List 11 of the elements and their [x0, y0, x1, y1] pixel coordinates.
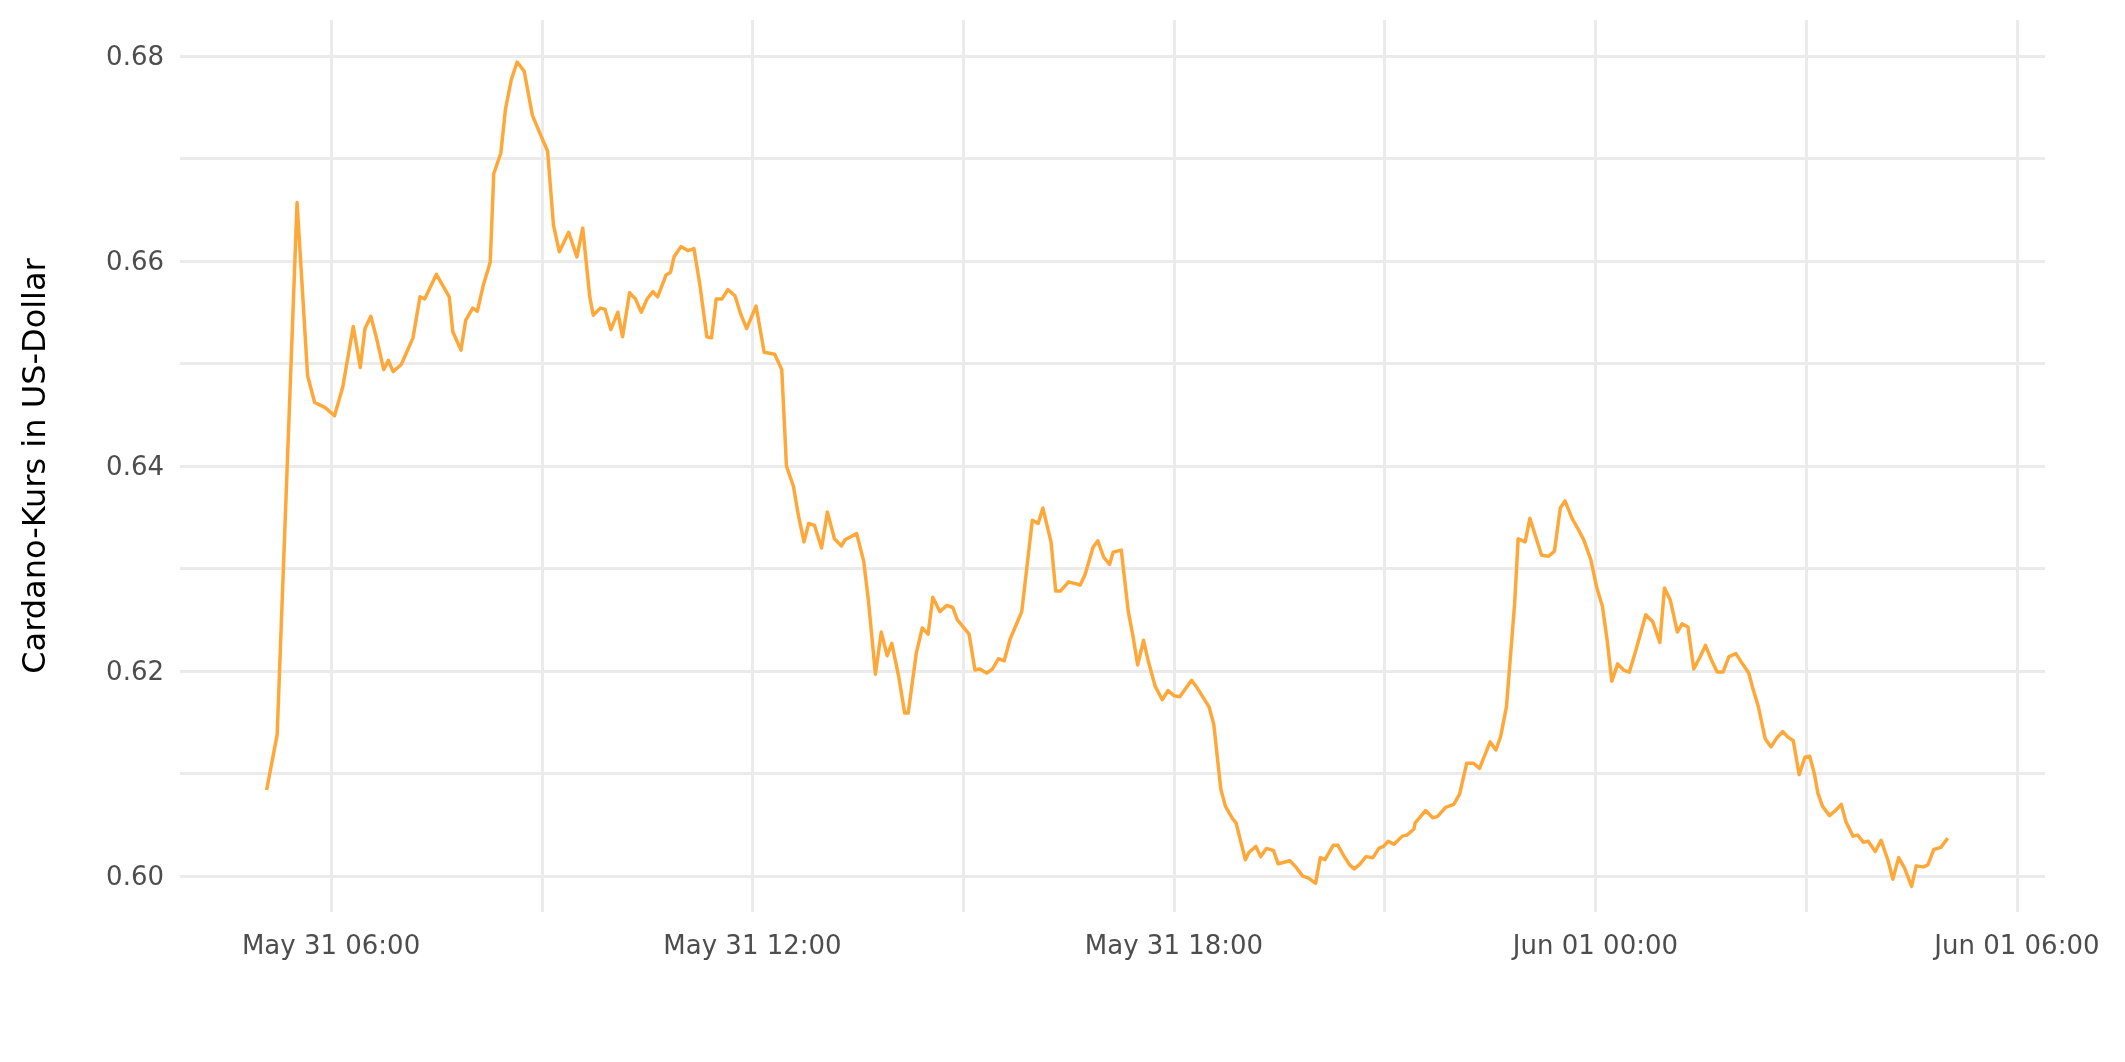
- x-tick-label: May 31 06:00: [241, 930, 421, 960]
- y-tick-label: 0.66: [106, 245, 164, 276]
- y-tick-label: 0.64: [106, 451, 164, 481]
- x-tick-label: May 31 12:00: [663, 930, 842, 960]
- y-axis-title: Cardano-Kurs in US-Dollar: [15, 257, 53, 674]
- y-tick-label: 0.60: [106, 861, 164, 892]
- y-tick-label: 0.68: [106, 40, 164, 71]
- x-tick-label: Jun 01 00:00: [1510, 930, 1679, 960]
- x-tick-label: Jun 01 06:00: [1932, 930, 2100, 960]
- y-tick-label: 0.62: [106, 656, 164, 687]
- x-tick-label: May 31 18:00: [1084, 930, 1264, 960]
